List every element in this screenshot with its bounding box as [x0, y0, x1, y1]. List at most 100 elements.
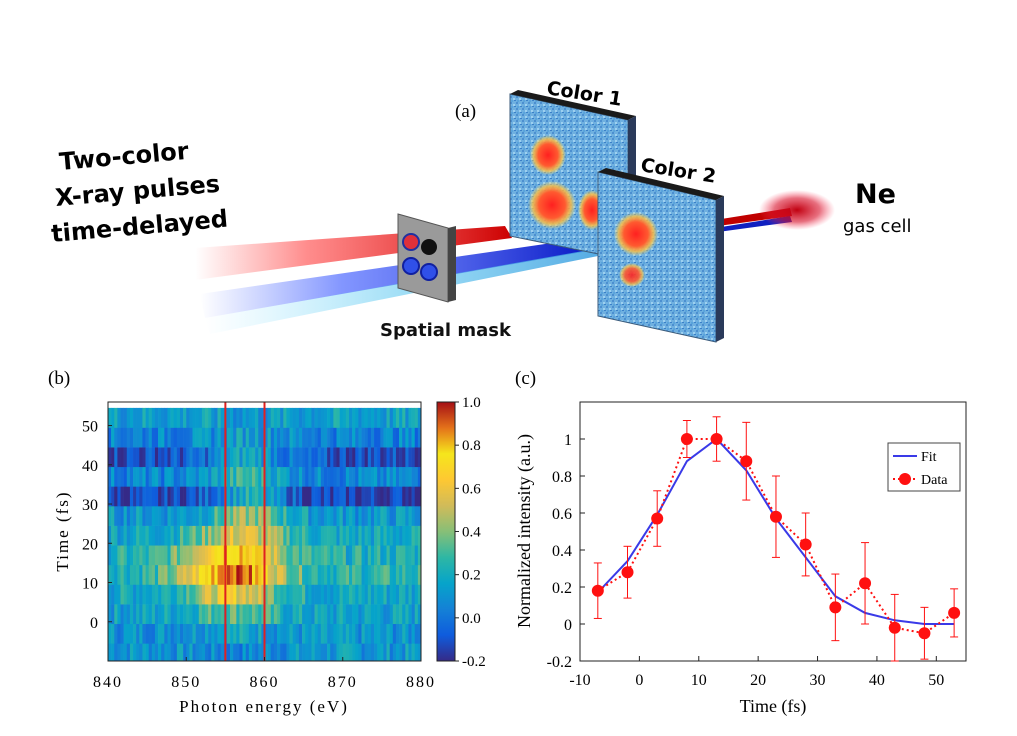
heatmap-cell — [386, 447, 390, 468]
heatmap-cell — [298, 466, 303, 487]
heatmap-cell — [395, 564, 400, 585]
heatmap-cell — [264, 643, 268, 661]
heatmap-cell — [392, 525, 397, 546]
heatmap-cell — [361, 505, 365, 526]
heatmap-cell — [233, 427, 237, 448]
heatmap-cell — [251, 623, 256, 644]
heatmap-cell — [114, 584, 118, 605]
heatmap-cell — [251, 604, 256, 625]
heatmap-cell — [314, 505, 319, 526]
heatmap-cell — [245, 545, 250, 566]
heatmap-cell — [392, 584, 397, 605]
heatmap-cell — [289, 545, 293, 566]
heatmap-cell — [392, 486, 397, 507]
heatmap-cell — [151, 604, 156, 625]
heatmap-cell — [236, 447, 240, 468]
heatmap-cell — [189, 623, 193, 644]
heatmap-y-tick-label: 40 — [82, 458, 98, 475]
heatmap-cell — [308, 505, 312, 526]
heatmap-cell — [151, 505, 156, 526]
heatmap-cell — [186, 545, 190, 566]
heatmap-cell — [164, 643, 168, 661]
heatmap-cell — [161, 427, 165, 448]
heatmap-cell — [283, 486, 287, 507]
heatmap-cell — [327, 604, 331, 625]
heatmap-cell — [273, 486, 278, 507]
heatmap-cell — [226, 427, 231, 448]
heatmap-cell — [114, 643, 118, 661]
heatmap-cell — [154, 604, 159, 625]
heatmap-cell — [142, 486, 146, 507]
heatmap-cell — [189, 564, 193, 585]
heatmap-cell — [342, 486, 347, 507]
heatmap-cell — [295, 584, 300, 605]
heatmap-cell — [308, 604, 312, 625]
heatmap-cell — [389, 584, 394, 605]
heatmap-cell — [230, 466, 234, 487]
heatmap-cell — [245, 466, 250, 487]
heatmap-cell — [205, 486, 209, 507]
heatmap-cell — [179, 466, 184, 487]
heatmap-cell — [142, 623, 146, 644]
heatmap-cell — [408, 564, 412, 585]
heatmap-cell — [339, 564, 344, 585]
heatmap-cell — [408, 545, 412, 566]
heatmap-cell — [374, 447, 378, 468]
heatmap-cell — [242, 505, 247, 526]
heatmap-cell — [267, 505, 272, 526]
heatmap-cell — [183, 505, 187, 526]
lineplot-x-tick-label: 30 — [810, 672, 826, 689]
heatmap-cell — [161, 466, 165, 487]
heatmap-cell — [408, 447, 412, 468]
heatmap-cell — [154, 564, 159, 585]
heatmap-cell — [314, 486, 319, 507]
lineplot-y-tick-label: 0.2 — [552, 580, 572, 597]
heatmap-cell — [383, 407, 387, 428]
heatmap-cell — [208, 604, 212, 625]
heatmap-cell — [208, 486, 212, 507]
heatmap-cell — [133, 466, 137, 487]
heatmap-cell — [111, 564, 115, 585]
heatmap-cell — [114, 623, 118, 644]
heatmap-cell — [111, 525, 115, 546]
heatmap-cell — [173, 584, 178, 605]
heatmap-cell — [158, 486, 162, 507]
heatmap-cell — [414, 584, 419, 605]
heatmap-cell — [364, 427, 369, 448]
heatmap-cell — [273, 564, 278, 585]
heatmap-cell — [280, 525, 284, 546]
heatmap-cell — [323, 643, 328, 661]
heatmap-cell — [126, 643, 131, 661]
heatmap-cell — [198, 623, 203, 644]
heatmap-cell — [286, 545, 290, 566]
heatmap-cell — [320, 584, 325, 605]
data-point — [799, 538, 812, 551]
heatmap-cell — [333, 623, 337, 644]
heatmap-cell — [133, 486, 137, 507]
heatmap-cell — [395, 584, 400, 605]
heatmap-cell — [111, 505, 115, 526]
heatmap-cell — [264, 427, 268, 448]
heatmap-cell — [417, 525, 421, 546]
heatmap-y-tick-label: 20 — [82, 536, 98, 553]
heatmap-cell — [236, 486, 240, 507]
heatmap-cell — [389, 545, 394, 566]
heatmap-cell — [242, 643, 247, 661]
heatmap-cell — [236, 564, 240, 585]
heatmap-cell — [349, 564, 353, 585]
heatmap-x-axis-label: Photon energy (eV) — [179, 697, 349, 716]
heatmap-cell — [417, 407, 421, 428]
heatmap-cell — [192, 564, 196, 585]
heatmap-cell — [386, 545, 390, 566]
heatmap-cell — [117, 447, 121, 468]
heatmap-cell — [230, 525, 234, 546]
heatmap-cell — [114, 564, 118, 585]
heatmap-cell — [389, 486, 394, 507]
lineplot-x-tick-label: 50 — [928, 672, 944, 689]
heatmap-cell — [114, 486, 118, 507]
heatmap-cell — [264, 525, 268, 546]
heatmap-cell — [355, 545, 359, 566]
heatmap-cell — [320, 407, 325, 428]
heatmap-cell — [208, 564, 212, 585]
heatmap-cell — [330, 427, 334, 448]
